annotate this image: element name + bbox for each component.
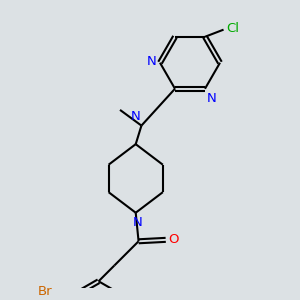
Text: Br: Br (38, 285, 52, 298)
Text: N: N (147, 55, 157, 68)
Text: O: O (169, 233, 179, 246)
Text: N: N (206, 92, 216, 105)
Text: N: N (130, 110, 140, 123)
Text: N: N (132, 216, 142, 229)
Text: Cl: Cl (226, 22, 239, 35)
